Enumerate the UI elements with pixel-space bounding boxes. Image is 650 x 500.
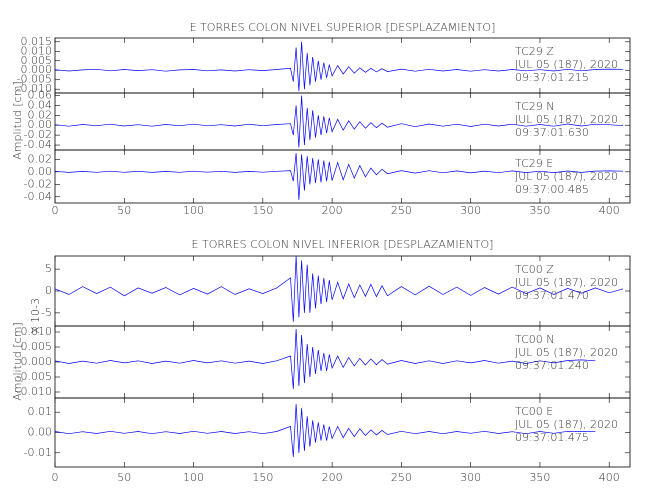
station-label: 09:37:01.630 xyxy=(515,126,589,139)
y-tick-label: -0.01 xyxy=(24,446,52,459)
x-tick-label: 200 xyxy=(322,204,343,217)
y-tick-label: -0.005 xyxy=(17,73,52,86)
y-tick-label: -5 xyxy=(41,306,52,319)
y-tick-label: 0.010 xyxy=(21,325,53,338)
station-label: JUL 05 (187), 2020 xyxy=(515,58,618,71)
station-label: 09:37:01.240 xyxy=(515,359,589,372)
x-tick-label: 300 xyxy=(460,471,481,484)
y-tick-label: 0.06 xyxy=(28,88,53,101)
x-tick-label: 100 xyxy=(183,471,204,484)
y-tick-label: -0.04 xyxy=(24,190,52,203)
y-tick-label: 5 xyxy=(45,262,52,275)
x-tick-label: 0 xyxy=(52,471,59,484)
y-tick-label: 0.04 xyxy=(28,98,53,111)
scale-label: X 10-3 xyxy=(29,298,42,334)
station-label: 09:37:01.215 xyxy=(515,71,589,84)
panel-frame xyxy=(54,149,631,204)
y-tick-label: -0.005 xyxy=(17,370,52,383)
x-tick-label: 50 xyxy=(117,471,131,484)
x-tick-label: 350 xyxy=(529,471,550,484)
y-tick-label: -0.02 xyxy=(24,177,52,190)
x-tick-label: 150 xyxy=(252,204,273,217)
y-tick-label: -0.04 xyxy=(24,138,52,151)
y-tick-label: 0.00 xyxy=(28,426,53,439)
x-tick-label: 250 xyxy=(391,204,412,217)
x-tick-label: 350 xyxy=(529,204,550,217)
y-tick-label: 0.02 xyxy=(28,152,53,165)
y-axis-label: Amplitud [cm] xyxy=(11,322,24,400)
x-tick-label: 400 xyxy=(599,471,620,484)
y-tick-label: 0.005 xyxy=(21,340,53,353)
y-tick-label: 0.02 xyxy=(28,108,53,121)
y-tick-label: 0.000 xyxy=(21,355,53,368)
x-tick-label: 50 xyxy=(117,204,131,217)
station-label: 09:37:01.475 xyxy=(515,431,589,444)
y-tick-label: 0.015 xyxy=(21,35,53,48)
waveform xyxy=(54,41,624,92)
waveform xyxy=(54,255,624,322)
chart-title: E TORRES COLON NIVEL INFERIOR [DESPLAZAM… xyxy=(192,238,494,251)
x-tick-label: 100 xyxy=(183,204,204,217)
waveform xyxy=(54,328,596,390)
y-tick-label: 0.005 xyxy=(21,54,53,67)
x-tick-label: 0 xyxy=(52,204,59,217)
x-tick-label: 250 xyxy=(391,471,412,484)
y-tick-label: 0 xyxy=(45,284,52,297)
station-label: JUL 05 (187), 2020 xyxy=(515,346,618,359)
station-label: TC29 E xyxy=(515,157,553,170)
station-label: TC29 Z xyxy=(515,45,554,58)
x-tick-label: 150 xyxy=(252,471,273,484)
station-label: TC00 E xyxy=(515,405,553,418)
x-tick-label: 300 xyxy=(460,204,481,217)
y-tick-label: 0.010 xyxy=(21,44,53,57)
chart-title: E TORRES COLON NIVEL SUPERIOR [DESPLAZAM… xyxy=(190,21,496,34)
x-tick-label: 200 xyxy=(322,471,343,484)
y-tick-label: 0.01 xyxy=(28,405,53,418)
station-label: JUL 05 (187), 2020 xyxy=(515,170,618,183)
station-label: JUL 05 (187), 2020 xyxy=(515,113,618,126)
waveform xyxy=(54,95,624,148)
y-tick-label: -0.010 xyxy=(17,82,52,95)
station-label: JUL 05 (187), 2020 xyxy=(515,276,618,289)
station-label: TC00 N xyxy=(515,333,554,346)
x-tick-label: 400 xyxy=(599,204,620,217)
station-label: TC29 N xyxy=(515,100,554,113)
station-label: TC00 Z xyxy=(515,263,554,276)
waveform xyxy=(54,153,624,200)
y-tick-label: -0.02 xyxy=(24,128,52,141)
y-tick-label: 0.00 xyxy=(28,165,53,178)
waveform xyxy=(54,404,596,457)
y-axis-label: Amplitud [cm] xyxy=(11,81,24,159)
station-label: JUL 05 (187), 2020 xyxy=(515,418,618,431)
station-label: 09:37:01.470 xyxy=(515,289,589,302)
y-tick-label: 0.00 xyxy=(28,118,53,131)
y-tick-label: 0.000 xyxy=(21,63,53,76)
y-tick-label: -0.010 xyxy=(17,385,52,398)
station-label: 09:37:00.485 xyxy=(515,183,589,196)
